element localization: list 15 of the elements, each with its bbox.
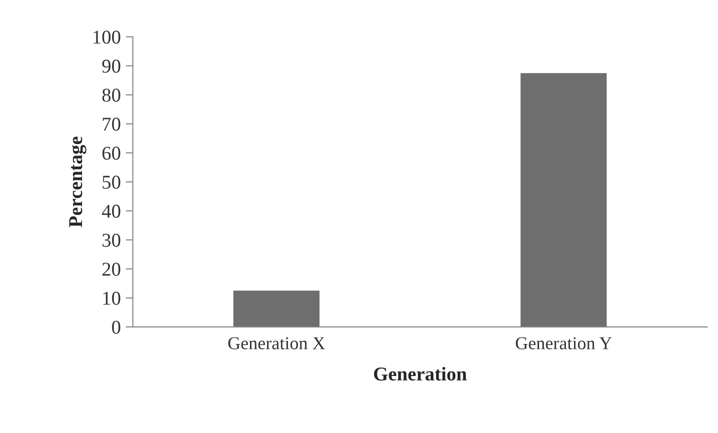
y-axis-title: Percentage [69,136,86,228]
x-tick-label: Generation Y [516,337,612,350]
y-tick-label: 50 [102,176,120,189]
y-tick-label: 80 [102,88,120,102]
y-tick-label: 70 [102,118,120,131]
y-tick-label: 100 [94,30,120,44]
y-tick-label: 60 [102,146,120,160]
y-tick-label: 90 [102,60,120,73]
y-tick-label: 30 [102,234,120,247]
y-tick-label: 0 [112,320,120,334]
y-tick-label: 10 [103,292,120,305]
y-tick-label: 20 [102,262,120,276]
x-axis-title: Generation [374,366,467,381]
y-tick-label: 40 [102,204,120,218]
x-tick-label: Generation X [228,337,325,350]
